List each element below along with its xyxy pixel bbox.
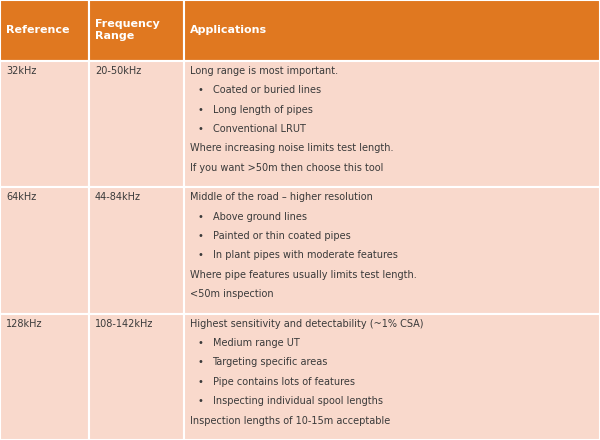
- Bar: [89, 187, 184, 314]
- Text: 44-84kHz: 44-84kHz: [95, 192, 141, 202]
- Text: 108-142kHz: 108-142kHz: [95, 319, 153, 329]
- Text: In plant pipes with moderate features: In plant pipes with moderate features: [212, 250, 397, 260]
- Text: 64kHz: 64kHz: [6, 192, 36, 202]
- Text: Inspection lengths of 10-15m acceptable: Inspection lengths of 10-15m acceptable: [190, 415, 390, 425]
- Text: Applications: Applications: [190, 26, 267, 35]
- Text: Reference: Reference: [6, 26, 70, 35]
- Text: 128kHz: 128kHz: [6, 319, 43, 329]
- Bar: [184, 0, 600, 61]
- Text: Middle of the road – higher resolution: Middle of the road – higher resolution: [190, 192, 373, 202]
- Text: •: •: [197, 250, 203, 260]
- Bar: [0, 0, 89, 61]
- Text: 20-50kHz: 20-50kHz: [95, 66, 141, 76]
- Bar: [184, 314, 600, 440]
- Bar: [0, 187, 89, 314]
- Text: Painted or thin coated pipes: Painted or thin coated pipes: [212, 231, 350, 241]
- Text: •: •: [197, 85, 203, 95]
- Text: 32kHz: 32kHz: [6, 66, 37, 76]
- Text: <50m inspection: <50m inspection: [190, 289, 273, 299]
- Text: Conventional LRUT: Conventional LRUT: [212, 124, 305, 134]
- Text: •: •: [197, 338, 203, 348]
- Text: Where pipe features usually limits test length.: Where pipe features usually limits test …: [190, 270, 416, 280]
- Text: •: •: [197, 231, 203, 241]
- Text: •: •: [197, 357, 203, 367]
- Bar: [184, 187, 600, 314]
- Text: If you want >50m then choose this tool: If you want >50m then choose this tool: [190, 163, 383, 173]
- Text: •: •: [197, 124, 203, 134]
- Bar: [0, 61, 89, 187]
- Bar: [184, 61, 600, 187]
- Text: Frequency
Range: Frequency Range: [95, 19, 160, 41]
- Text: •: •: [197, 105, 203, 114]
- Text: •: •: [197, 377, 203, 387]
- Text: Long range is most important.: Long range is most important.: [190, 66, 338, 76]
- Text: Medium range UT: Medium range UT: [212, 338, 299, 348]
- Bar: [89, 314, 184, 440]
- Bar: [89, 61, 184, 187]
- Text: Long length of pipes: Long length of pipes: [212, 105, 313, 114]
- Text: Above ground lines: Above ground lines: [212, 212, 307, 222]
- Text: Highest sensitivity and detectability (~1% CSA): Highest sensitivity and detectability (~…: [190, 319, 423, 329]
- Text: Where increasing noise limits test length.: Where increasing noise limits test lengt…: [190, 143, 393, 153]
- Text: •: •: [197, 396, 203, 406]
- Text: Targeting specific areas: Targeting specific areas: [212, 357, 328, 367]
- Text: Inspecting individual spool lengths: Inspecting individual spool lengths: [212, 396, 383, 406]
- Bar: [89, 0, 184, 61]
- Bar: [0, 314, 89, 440]
- Text: •: •: [197, 212, 203, 222]
- Text: Coated or buried lines: Coated or buried lines: [212, 85, 320, 95]
- Text: Pipe contains lots of features: Pipe contains lots of features: [212, 377, 355, 387]
